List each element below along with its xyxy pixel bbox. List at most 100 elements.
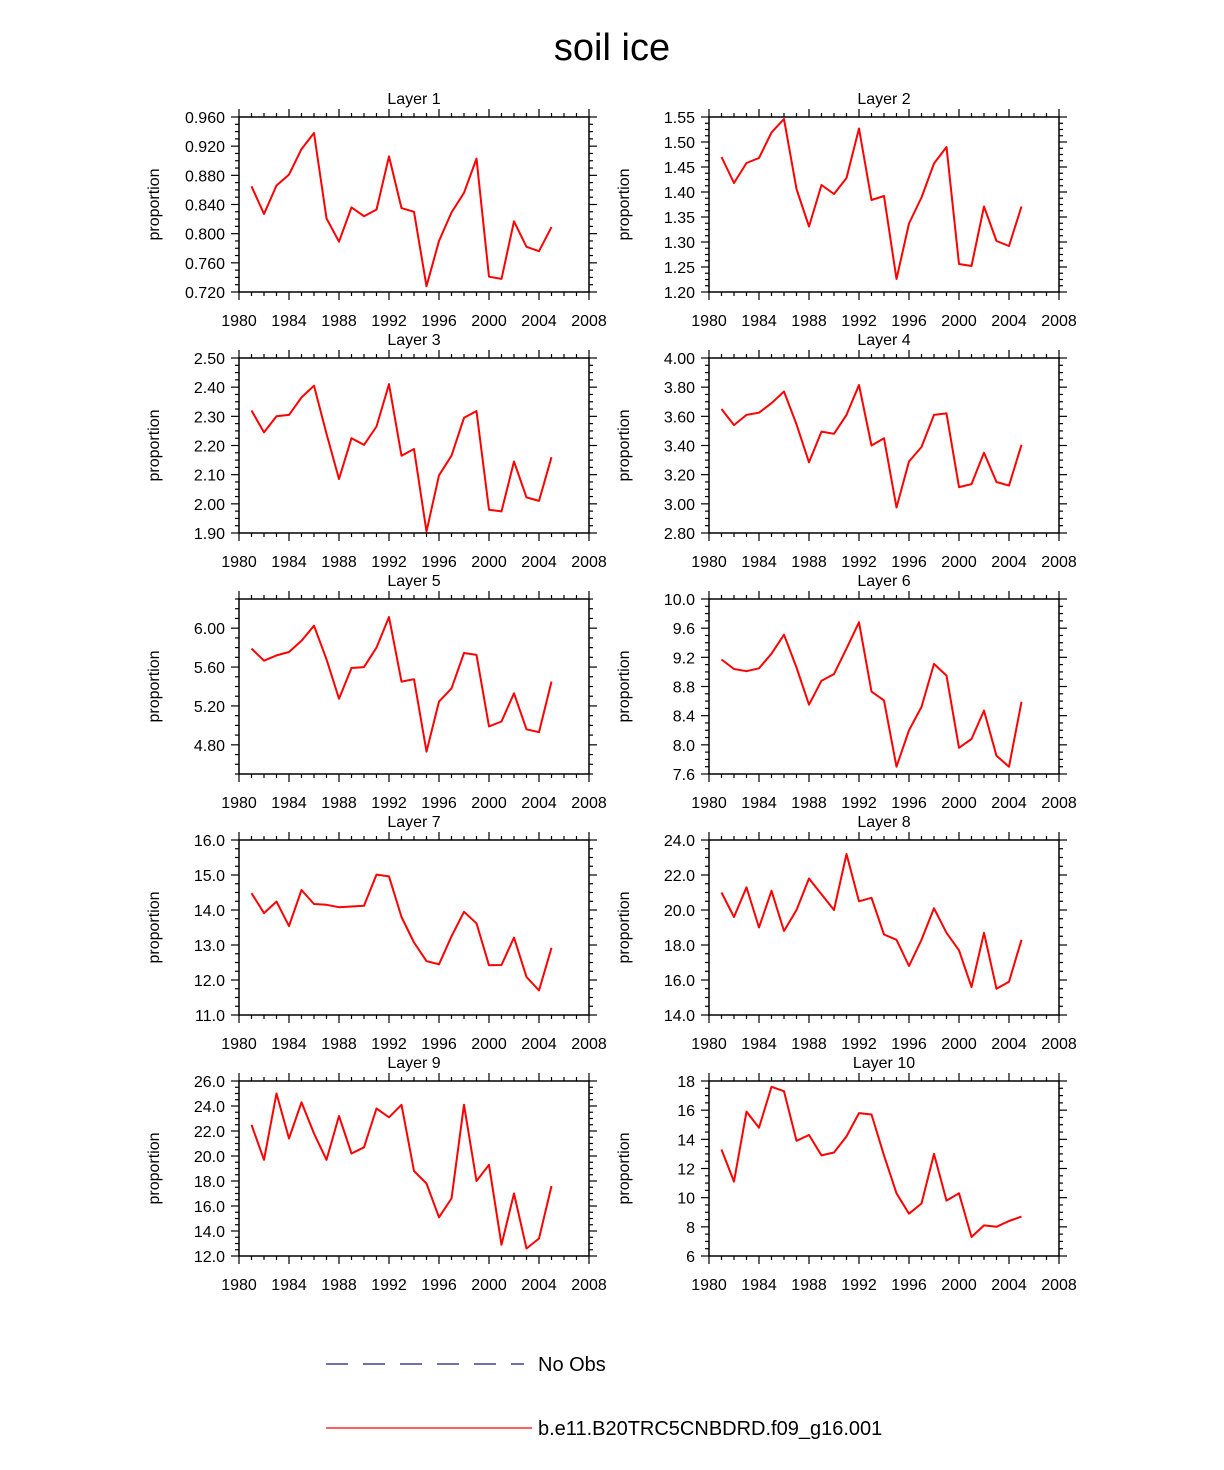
x-tick-label: 1980 (691, 554, 727, 571)
y-axis-label: proportion (146, 891, 163, 963)
x-tick-label: 1988 (321, 1036, 357, 1053)
y-tick-label: 0.800 (185, 227, 225, 244)
y-tick-label: 1.30 (664, 235, 695, 252)
x-tick-label: 2008 (571, 554, 607, 571)
x-tick-label: 1992 (841, 554, 877, 571)
panel-title: Layer 3 (387, 332, 440, 349)
panel-title: Layer 2 (857, 91, 910, 108)
x-tick-label: 2008 (1041, 1277, 1077, 1294)
panel-layer-8: Layer 8 1980 1984 1988 1992 1996 2000 2004 2008 1… (616, 814, 1077, 1053)
y-tick-label: 12 (677, 1162, 695, 1179)
y-tick-label: 24.0 (194, 1099, 225, 1116)
y-tick-label: 7.6 (673, 767, 695, 784)
y-tick-label: 8 (686, 1220, 695, 1237)
x-tick-label: 2008 (571, 795, 607, 812)
x-tick-label: 2000 (941, 1277, 977, 1294)
x-tick-label: 1996 (891, 1277, 927, 1294)
y-tick-label: 0.880 (185, 168, 225, 185)
x-tick-label: 1980 (691, 313, 727, 330)
panel-title: Layer 8 (857, 814, 910, 831)
x-tick-label: 2008 (1041, 554, 1077, 571)
x-tick-label: 2004 (521, 1036, 557, 1053)
y-axis-label: proportion (616, 168, 633, 240)
x-tick-label: 1984 (741, 1277, 777, 1294)
y-tick-label: 10 (677, 1191, 695, 1208)
x-tick-label: 1996 (891, 1036, 927, 1053)
y-tick-label: 9.6 (673, 621, 695, 638)
x-tick-label: 2004 (521, 1277, 557, 1294)
x-tick-label: 1992 (371, 1036, 407, 1053)
y-tick-label: 2.40 (194, 380, 225, 397)
x-tick-label: 1988 (321, 795, 357, 812)
x-tick-label: 1988 (321, 313, 357, 330)
panel-title: Layer 9 (387, 1055, 440, 1072)
y-tick-label: 1.35 (664, 210, 695, 227)
legend: No Obs b.e11.B20TRC5CNBDRD.f09_g16.001 (326, 1354, 882, 1440)
x-tick-label: 2008 (571, 1036, 607, 1053)
x-tick-label: 1988 (791, 795, 827, 812)
y-tick-label: 15.0 (194, 868, 225, 885)
x-tick-label: 1980 (221, 795, 257, 812)
x-tick-label: 2000 (941, 313, 977, 330)
x-tick-label: 2008 (1041, 313, 1077, 330)
plot-frame (708, 1080, 1060, 1257)
y-axis-label: proportion (146, 409, 163, 481)
y-tick-label: 16.0 (194, 1199, 225, 1216)
panel-title: Layer 4 (857, 332, 910, 349)
x-tick-label: 1992 (841, 795, 877, 812)
x-tick-label: 1996 (421, 795, 457, 812)
y-tick-label: 6 (686, 1249, 695, 1266)
x-tick-label: 1988 (321, 1277, 357, 1294)
x-tick-label: 2000 (471, 313, 507, 330)
y-tick-label: 11.0 (195, 1008, 225, 1025)
x-tick-label: 1980 (221, 554, 257, 571)
y-tick-label: 5.60 (194, 660, 225, 677)
x-tick-label: 2000 (941, 554, 977, 571)
y-tick-label: 9.2 (673, 650, 695, 667)
y-tick-label: 2.00 (194, 497, 225, 514)
x-tick-label: 1996 (891, 795, 927, 812)
y-tick-label: 3.20 (664, 468, 695, 485)
x-tick-label: 2008 (1041, 1036, 1077, 1053)
x-tick-label: 2000 (941, 795, 977, 812)
figure-title: soil ice (554, 27, 670, 69)
x-tick-label: 1984 (271, 1036, 307, 1053)
x-tick-label: 2004 (991, 554, 1027, 571)
y-tick-label: 22.0 (664, 868, 695, 885)
y-tick-label: 1.45 (664, 160, 695, 177)
y-tick-label: 1.25 (664, 260, 695, 277)
series-line (720, 118, 1023, 280)
x-tick-label: 1984 (271, 313, 307, 330)
series-line (250, 383, 553, 533)
y-tick-label: 1.90 (194, 526, 225, 543)
x-tick-label: 1992 (841, 313, 877, 330)
y-tick-label: 14.0 (194, 1224, 225, 1241)
y-tick-label: 2.80 (664, 526, 695, 543)
x-tick-label: 1980 (691, 1036, 727, 1053)
plot-frame (238, 598, 590, 775)
y-tick-label: 3.00 (664, 497, 695, 514)
series-line (250, 616, 553, 753)
x-tick-label: 1992 (841, 1277, 877, 1294)
panel-layer-9: Layer 9 1980 1984 1988 1992 1996 2000 2004 2008 1… (146, 1055, 607, 1294)
y-axis-label: proportion (616, 891, 633, 963)
x-tick-label: 2004 (521, 554, 557, 571)
y-tick-label: 12.0 (194, 973, 225, 990)
y-tick-label: 13.0 (194, 938, 225, 955)
x-tick-label: 1992 (371, 795, 407, 812)
x-tick-label: 1992 (371, 313, 407, 330)
y-tick-label: 10.0 (664, 592, 695, 609)
x-tick-label: 1984 (271, 554, 307, 571)
x-tick-label: 2000 (471, 795, 507, 812)
series-line (720, 384, 1023, 509)
plot-frame (708, 116, 1060, 293)
x-tick-label: 1988 (791, 554, 827, 571)
x-tick-label: 1992 (371, 554, 407, 571)
panel-layer-5: Layer 5 1980 1984 1988 1992 1996 2000 2004 2008 4… (146, 573, 607, 812)
plot-frame (708, 357, 1060, 534)
y-tick-label: 1.55 (664, 110, 695, 127)
y-tick-label: 2.30 (194, 409, 225, 426)
x-tick-label: 1988 (791, 1277, 827, 1294)
plot-frame (708, 598, 1060, 775)
